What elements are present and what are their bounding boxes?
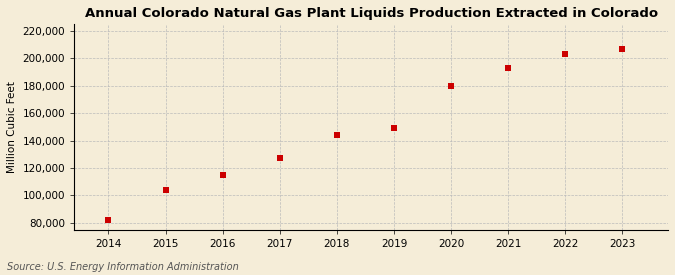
Text: Source: U.S. Energy Information Administration: Source: U.S. Energy Information Administ… [7, 262, 238, 272]
Point [389, 126, 400, 130]
Point [103, 218, 114, 222]
Point [160, 188, 171, 192]
Y-axis label: Million Cubic Feet: Million Cubic Feet [7, 81, 17, 173]
Point [446, 83, 456, 88]
Point [331, 133, 342, 137]
Title: Annual Colorado Natural Gas Plant Liquids Production Extracted in Colorado: Annual Colorado Natural Gas Plant Liquid… [84, 7, 657, 20]
Point [617, 46, 628, 51]
Point [217, 173, 228, 177]
Point [503, 66, 514, 70]
Point [274, 156, 285, 161]
Point [560, 52, 570, 56]
